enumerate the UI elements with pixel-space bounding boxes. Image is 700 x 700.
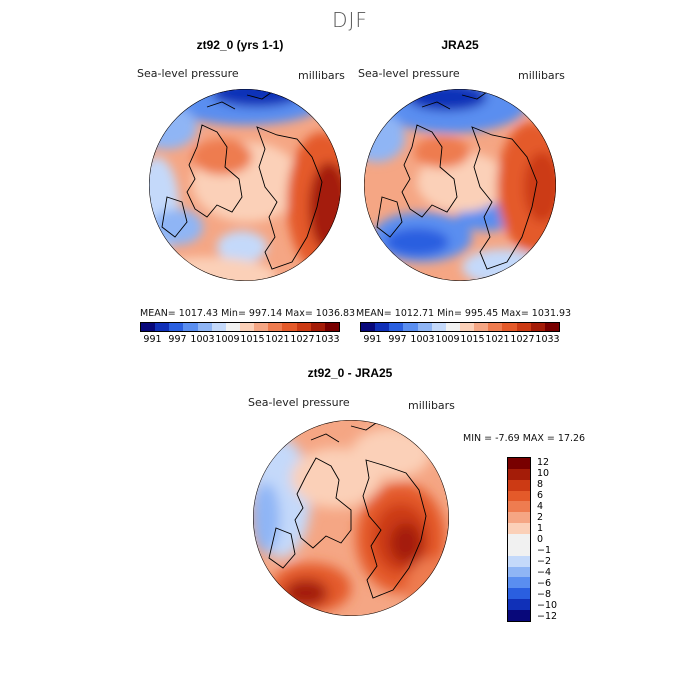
model-colorbar-swatch	[225, 323, 240, 331]
obs-colorbar	[360, 322, 560, 332]
model-colorbar-tick-label: 1009	[215, 334, 240, 345]
obs-colorbar-swatch	[516, 323, 531, 331]
model-colorbar-swatch	[183, 323, 198, 331]
model-colorbar	[140, 322, 340, 332]
obs-colorbar-swatch	[389, 323, 404, 331]
diff-colorbar-tick-label: 1	[537, 522, 544, 534]
obs-colorbar-swatch	[361, 323, 376, 331]
diff-colorbar-swatch	[508, 490, 530, 502]
model-colorbar-swatch	[239, 323, 255, 331]
diff-stats: MIN = -7.69 MAX = 17.26	[463, 433, 586, 444]
model-colorbar-swatch	[169, 323, 184, 331]
obs-colorbar-ticks: 991 997 1003 1009 1015 1021 1027 1033	[360, 334, 560, 345]
model-units-label: millibars	[298, 69, 345, 82]
obs-colorbar-swatch	[417, 323, 432, 331]
model-colorbar-swatch	[197, 323, 212, 331]
diff-colorbar-swatch	[508, 588, 530, 600]
diff-colorbar-tick-label: 8	[537, 478, 544, 490]
diff-colorbar-swatch	[508, 555, 530, 567]
diff-colorbar-tick-label: −2	[537, 555, 552, 567]
model-stats: MEAN= 1017.43 Min= 997.14 Max= 1036.83	[140, 308, 356, 319]
diff-colorbar	[507, 457, 531, 622]
model-colorbar-tick-label: 1021	[265, 334, 290, 345]
diff-colorbar-tick-label: −6	[537, 577, 552, 589]
diff-colorbar-tick-label: −4	[537, 566, 552, 578]
model-colorbar-tick-label: 1003	[190, 334, 215, 345]
diff-colorbar-swatch	[508, 501, 530, 513]
diff-colorbar-tick-label: 12	[537, 456, 550, 468]
model-colorbar-swatch	[296, 323, 311, 331]
model-variable-label: Sea-level pressure	[137, 67, 239, 80]
obs-polar-map	[362, 87, 558, 283]
obs-colorbar-tick-label: 997	[388, 334, 407, 345]
diff-colorbar-swatch	[508, 534, 530, 545]
model-polar-map	[147, 87, 343, 283]
diff-colorbar-tick-label: 2	[537, 511, 544, 523]
obs-colorbar-swatch	[502, 323, 517, 331]
model-colorbar-swatch	[254, 323, 269, 331]
diff-units-label: millibars	[408, 399, 455, 412]
obs-colorbar-swatch	[403, 323, 418, 331]
diff-colorbar-swatch	[508, 479, 530, 491]
obs-panel-title: JRA25	[441, 38, 479, 52]
obs-units-label: millibars	[518, 69, 565, 82]
diff-colorbar-swatch	[508, 599, 530, 611]
diff-colorbar-tick-label: 10	[537, 467, 550, 479]
diff-colorbar-tick-label: −1	[537, 544, 552, 556]
model-colorbar-swatch	[211, 323, 226, 331]
diff-colorbar-tick-label: 0	[537, 533, 544, 545]
obs-colorbar-swatch	[530, 323, 545, 331]
obs-colorbar-swatch	[459, 323, 475, 331]
obs-colorbar-tick-label: 1015	[460, 334, 485, 345]
obs-variable-label: Sea-level pressure	[358, 67, 460, 80]
model-colorbar-tick-label: 991	[143, 334, 162, 345]
obs-colorbar-swatch	[488, 323, 503, 331]
model-colorbar-tick-label: 1027	[290, 334, 315, 345]
obs-colorbar-tick-label: 1027	[510, 334, 535, 345]
obs-colorbar-tick-label: 1009	[435, 334, 460, 345]
obs-colorbar-tick-label: 1021	[485, 334, 510, 345]
diff-panel-title: zt92_0 - JRA25	[307, 366, 393, 380]
model-colorbar-swatch	[155, 323, 170, 331]
diff-colorbar-ticks: 12 10 8 6 4 2 1 0 −1 −2 −4 −6 −8 −10 −12	[537, 457, 577, 622]
obs-colorbar-swatch	[375, 323, 390, 331]
diff-colorbar-swatch	[508, 566, 530, 578]
diff-colorbar-swatch	[508, 544, 530, 556]
model-colorbar-tick-label: 1033	[315, 334, 340, 345]
diff-colorbar-swatch	[508, 610, 530, 621]
diff-variable-label: Sea-level pressure	[248, 396, 350, 409]
model-colorbar-tick-label: 1015	[240, 334, 265, 345]
obs-colorbar-swatch	[445, 323, 460, 331]
diff-colorbar-swatch	[508, 512, 530, 524]
obs-colorbar-swatch	[431, 323, 446, 331]
diff-colorbar-tick-label: −12	[537, 610, 558, 622]
diff-polar-map	[251, 418, 451, 618]
model-colorbar-swatch	[324, 323, 339, 331]
model-colorbar-swatch	[268, 323, 283, 331]
obs-colorbar-tick-label: 991	[363, 334, 382, 345]
obs-colorbar-swatch	[544, 323, 559, 331]
diff-colorbar-swatch	[508, 458, 530, 469]
obs-colorbar-tick-label: 1003	[410, 334, 435, 345]
obs-stats: MEAN= 1012.71 Min= 995.45 Max= 1031.93	[356, 308, 572, 319]
model-colorbar-ticks: 991 997 1003 1009 1015 1021 1027 1033	[140, 334, 340, 345]
model-colorbar-tick-label: 997	[168, 334, 187, 345]
model-colorbar-swatch	[141, 323, 156, 331]
diff-colorbar-tick-label: −8	[537, 588, 552, 600]
obs-colorbar-swatch	[474, 323, 489, 331]
season-title: DJF	[332, 8, 368, 32]
diff-colorbar-swatch	[508, 577, 530, 589]
model-colorbar-swatch	[282, 323, 297, 331]
model-panel-title: zt92_0 (yrs 1-1)	[196, 38, 284, 52]
diff-colorbar-tick-label: 6	[537, 489, 544, 501]
diff-colorbar-tick-label: 4	[537, 500, 544, 512]
diff-colorbar-tick-label: −10	[537, 599, 558, 611]
obs-colorbar-tick-label: 1033	[535, 334, 560, 345]
diff-colorbar-swatch	[508, 523, 530, 535]
diff-colorbar-swatch	[508, 468, 530, 480]
model-colorbar-swatch	[310, 323, 325, 331]
